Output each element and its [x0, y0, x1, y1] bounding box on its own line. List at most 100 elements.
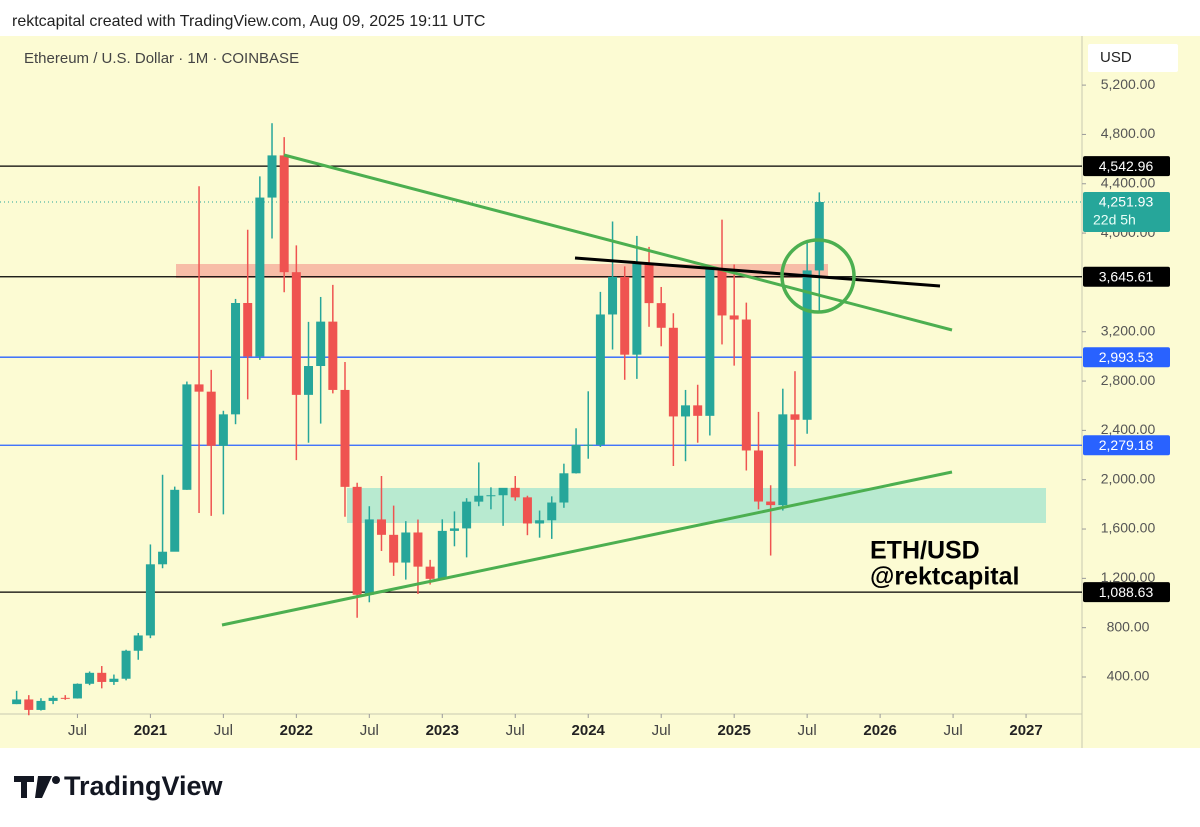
price-label-box [1083, 435, 1170, 456]
candle-body [401, 532, 411, 563]
price-label: 4,251.93 [1099, 194, 1154, 210]
candle-body [571, 444, 581, 474]
highlight-circle [780, 238, 856, 314]
candle-body [267, 155, 277, 198]
candle-body [328, 321, 338, 390]
candle-body [218, 414, 228, 446]
candle-body [376, 519, 386, 535]
x-tick-label: Jul [798, 722, 817, 739]
price-label: 1,088.63 [1099, 584, 1154, 600]
support-zone [347, 488, 1046, 523]
candle-body [632, 262, 642, 355]
price-label-box [1083, 347, 1170, 368]
y-tick-label: 400.00 [1107, 668, 1150, 684]
candle-body [340, 389, 350, 487]
candle-body [437, 530, 447, 579]
y-tick-label: 1,200.00 [1101, 569, 1156, 585]
candle-body [449, 528, 459, 531]
candle-body [243, 302, 253, 357]
logo-mark [52, 776, 60, 784]
candle-body [109, 678, 119, 682]
y-tick-label: 1,600.00 [1101, 520, 1156, 536]
candle-body [279, 155, 289, 273]
x-tick-label: 2027 [1009, 722, 1042, 739]
candle-body [121, 650, 131, 679]
candle-body [145, 564, 155, 636]
x-tick-label: Jul [360, 722, 379, 739]
candle-body [133, 635, 143, 651]
y-tick-label: 2,400.00 [1101, 421, 1156, 437]
header: rektcapital created with TradingView.com… [12, 13, 485, 30]
x-tick-label: Jul [943, 722, 962, 739]
price-label-box [1083, 156, 1170, 177]
candle-body [644, 262, 654, 304]
candle-body [158, 551, 168, 565]
x-tick-label: 2022 [280, 722, 313, 739]
candle-body [790, 414, 800, 420]
y-tick-label: 800.00 [1107, 618, 1150, 634]
price-label-box [1083, 582, 1170, 603]
x-tick-label: 2023 [426, 722, 459, 739]
candle-body [194, 384, 204, 392]
x-tick-label: Jul [68, 722, 87, 739]
candle-body [425, 566, 435, 579]
currency: USD [1100, 49, 1132, 66]
countdown: 22d 5h [1093, 212, 1136, 228]
candle-body [364, 519, 374, 595]
price-label: 2,993.53 [1099, 349, 1154, 365]
candle-body [72, 683, 82, 699]
y-tick-label: 2,000.00 [1101, 470, 1156, 486]
candle-body [316, 321, 326, 367]
candle-body [668, 327, 678, 417]
candle-body [36, 700, 46, 710]
candle-body [498, 487, 508, 496]
candle-body [24, 699, 34, 710]
candle-body [291, 272, 301, 395]
candle-body [693, 405, 703, 416]
candle-body [486, 495, 496, 497]
candle-body [60, 697, 70, 699]
candle-body [255, 197, 265, 357]
candle-body [620, 276, 630, 355]
x-tick-label: Jul [214, 722, 233, 739]
price-label: 2,279.18 [1099, 437, 1154, 453]
chart-title: Ethereum / U.S. Dollar · 1M · COINBASE [24, 50, 299, 67]
candle-body [510, 487, 520, 498]
candle-body [97, 672, 107, 682]
candle-body [206, 391, 216, 446]
trendline [221, 470, 953, 627]
candle-body [535, 520, 545, 524]
candle-body [559, 473, 569, 503]
candle-body [717, 269, 727, 316]
y-tick-label: 4,800.00 [1101, 125, 1156, 141]
candle-body [814, 202, 824, 271]
candle-body [170, 489, 180, 552]
resistance-zone [176, 264, 828, 278]
trendline [574, 256, 941, 288]
candle-body [48, 697, 58, 701]
candle-body [474, 495, 484, 502]
currency-box [1088, 44, 1178, 72]
x-tick-label: 2024 [572, 722, 606, 739]
candle-body [389, 534, 399, 563]
x-tick-label: 2025 [717, 722, 750, 739]
candle-body [462, 501, 472, 529]
candle-body [547, 502, 557, 521]
candle-body [12, 699, 22, 705]
candle-body [729, 315, 739, 320]
candle-body [681, 405, 691, 417]
trendline [283, 153, 953, 332]
x-tick-label: Jul [506, 722, 525, 739]
x-tick-label: Jul [652, 722, 671, 739]
price-label-box [1083, 266, 1170, 287]
price-label: 4,542.96 [1099, 158, 1154, 174]
annotation: ETH/USD [870, 537, 980, 565]
candle-body [304, 366, 314, 395]
candle-body [522, 497, 532, 524]
candle-body [595, 314, 605, 445]
brand-logo: TradingView [14, 771, 224, 801]
candle-body [705, 269, 715, 416]
candle-body [413, 532, 423, 567]
x-tick-label: 2026 [863, 722, 896, 739]
